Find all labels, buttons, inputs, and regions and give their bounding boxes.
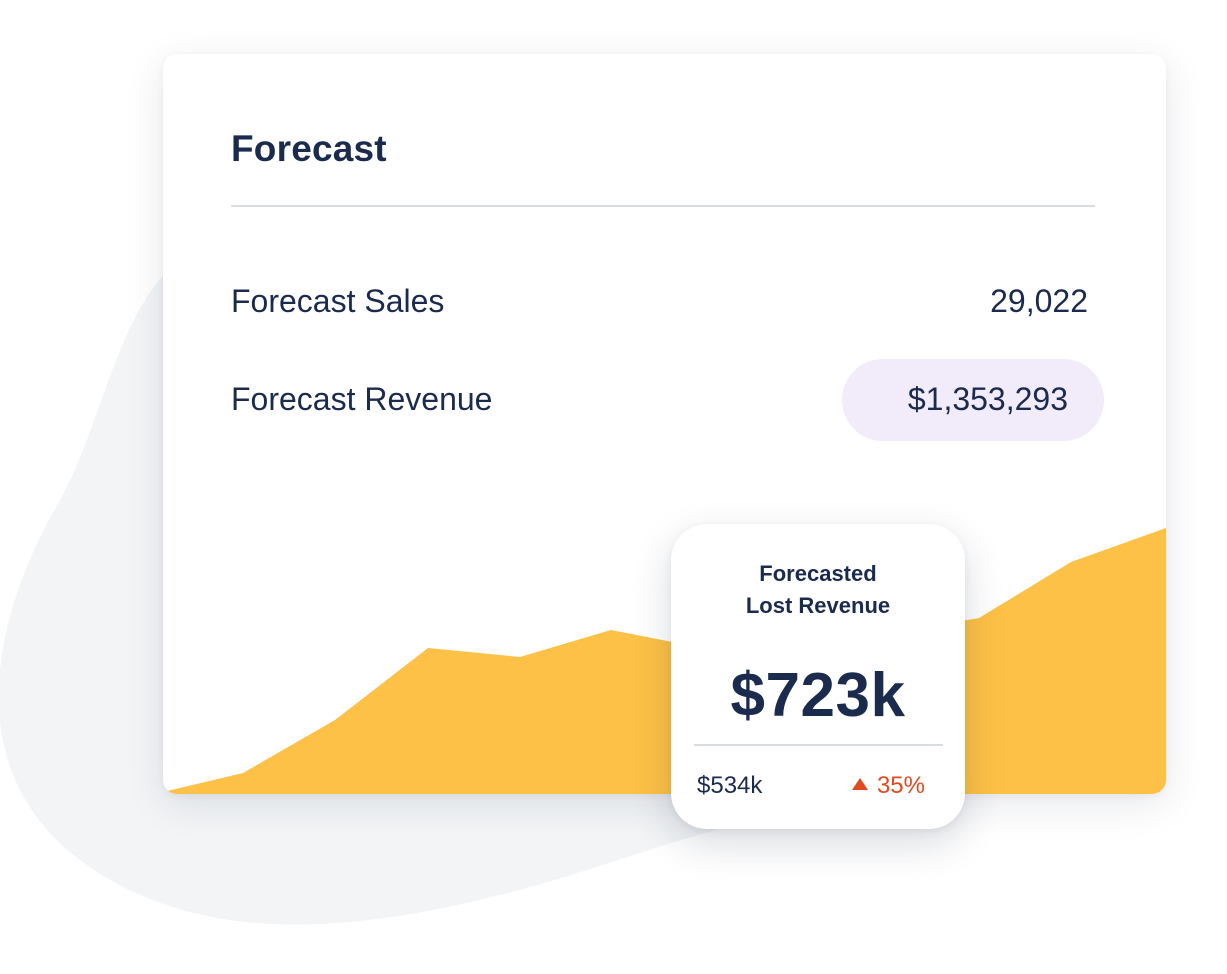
triangle-up-icon — [851, 778, 868, 790]
popup-divider — [694, 744, 943, 746]
popup-title-line-1: Forecasted — [759, 561, 877, 586]
lost-revenue-popup: Forecasted Lost Revenue $723k $534k 35% — [671, 524, 965, 829]
popup-previous-value: $534k — [697, 772, 763, 799]
forecast-sales-label: Forecast Sales — [231, 283, 445, 319]
forecast-sales-value: 29,022 — [990, 283, 1088, 319]
popup-amount: $723k — [730, 661, 906, 730]
forecast-revenue-label: Forecast Revenue — [231, 381, 493, 417]
card-divider — [231, 205, 1095, 207]
forecast-card: Forecast Forecast Sales 29,022 Forecast … — [163, 54, 1166, 794]
forecast-revenue-pill: $1,353,293 — [842, 359, 1104, 441]
forecast-area-fill — [163, 528, 1166, 794]
card-title: Forecast — [231, 128, 387, 169]
popup-change-value: 35% — [876, 772, 925, 799]
forecast-revenue-value: $1,353,293 — [907, 381, 1068, 417]
popup-title: Forecasted Lost Revenue — [671, 558, 965, 622]
popup-title-line-2: Lost Revenue — [745, 593, 891, 618]
popup-change: 35% — [851, 772, 925, 800]
